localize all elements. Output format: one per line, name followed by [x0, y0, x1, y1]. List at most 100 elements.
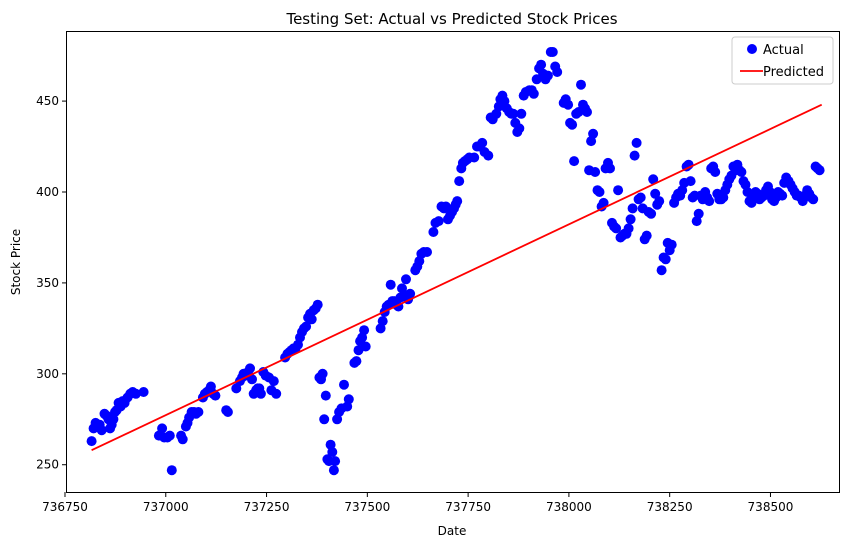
legend-predicted-label: Predicted: [763, 65, 824, 80]
actual-point: [433, 216, 444, 227]
actual-point: [477, 137, 488, 148]
actual-point: [268, 376, 279, 387]
actual-point: [710, 167, 721, 177]
actual-point: [306, 314, 317, 325]
legend-box: [731, 36, 834, 85]
actual-point: [157, 423, 168, 434]
actual-point: [454, 176, 465, 187]
actual-point: [629, 150, 640, 161]
actual-point: [164, 430, 175, 441]
y-tick-label: 400: [36, 185, 59, 199]
actual-point: [693, 208, 704, 219]
actual-point: [777, 190, 788, 201]
x-tick-label: 738000: [546, 500, 592, 514]
actual-point: [452, 196, 463, 207]
actual-point: [536, 59, 547, 70]
actual-point: [547, 47, 558, 57]
plot-area: [86, 47, 825, 476]
legend-actual-marker: [747, 44, 757, 54]
actual-point: [736, 167, 747, 177]
y-tick-label: 350: [36, 276, 59, 290]
actual-point: [401, 274, 411, 285]
actual-point: [685, 176, 696, 187]
x-tick-label: 738250: [647, 500, 693, 514]
actual-point: [247, 374, 257, 385]
actual-point: [552, 67, 563, 77]
actual-point: [582, 107, 592, 117]
y-tick-label: 300: [36, 367, 59, 381]
actual-point: [245, 363, 255, 374]
actual-point: [613, 185, 624, 196]
x-tick-label: 737750: [445, 500, 491, 514]
y-tick-label: 250: [36, 458, 59, 472]
actual-point: [351, 356, 362, 367]
actual-point: [328, 465, 339, 476]
actual-point: [605, 163, 615, 174]
actual-point: [301, 321, 312, 332]
actual-point: [598, 197, 609, 208]
actual-point: [508, 108, 519, 119]
actual-point: [405, 288, 416, 299]
actual-point: [563, 99, 574, 110]
actual-point: [588, 128, 599, 139]
actual-point: [193, 407, 204, 417]
actual-point: [428, 227, 439, 237]
actual-point: [319, 414, 330, 425]
actual-point: [222, 407, 233, 417]
y-axis: 250 300 350 400 450: [36, 94, 67, 472]
actual-point: [641, 230, 652, 241]
actual-point: [166, 465, 177, 476]
actual-point: [576, 79, 586, 90]
actual-point: [516, 108, 527, 119]
x-tick-label: 738500: [748, 500, 794, 514]
actual-point: [623, 223, 634, 234]
actual-point: [343, 394, 354, 405]
actual-point: [469, 152, 480, 163]
actual-point: [625, 214, 636, 225]
actual-point: [635, 192, 646, 203]
actual-point: [320, 390, 331, 401]
actual-point: [483, 150, 494, 161]
actual-point: [317, 368, 328, 379]
x-tick-label: 737000: [143, 500, 189, 514]
x-tick-label: 737250: [244, 500, 290, 514]
y-tick-label: 450: [36, 94, 59, 108]
actual-point: [654, 196, 665, 207]
predicted-line: [91, 103, 823, 452]
actual-point: [514, 123, 525, 134]
actual-point: [808, 194, 819, 205]
actual-point: [255, 388, 266, 399]
actual-point: [814, 165, 825, 176]
actual-point: [569, 156, 580, 167]
actual-point: [360, 341, 371, 352]
actual-point: [590, 167, 601, 177]
actual-point: [177, 434, 188, 445]
actual-point: [422, 247, 432, 257]
legend-actual-label: Actual: [763, 43, 804, 58]
actual-point: [627, 203, 638, 214]
x-axis-label: Date: [438, 524, 467, 538]
y-axis-label: Stock Price: [9, 229, 23, 295]
actual-point: [631, 137, 642, 148]
actual-point: [86, 436, 97, 447]
actual-point: [567, 119, 578, 130]
actual-point: [650, 188, 661, 199]
actual-point: [648, 174, 659, 185]
actual-point: [96, 425, 107, 436]
actual-point: [542, 70, 553, 81]
actual-point: [130, 388, 141, 399]
actual-point: [312, 299, 323, 310]
actual-point: [646, 208, 657, 219]
actual-point: [656, 265, 667, 276]
actual-point: [339, 379, 349, 390]
x-axis: 736750 737000 737250 737500 737750 738000 7382…: [42, 492, 793, 514]
actual-point: [666, 239, 677, 250]
chart-title: Testing Set: Actual vs Predicted Stock P…: [285, 10, 617, 28]
x-tick-label: 737500: [344, 500, 390, 514]
actual-point: [704, 196, 715, 207]
actual-point: [330, 456, 341, 467]
actual-point: [594, 187, 605, 197]
actual-point: [327, 447, 338, 457]
actual-point: [385, 279, 396, 290]
